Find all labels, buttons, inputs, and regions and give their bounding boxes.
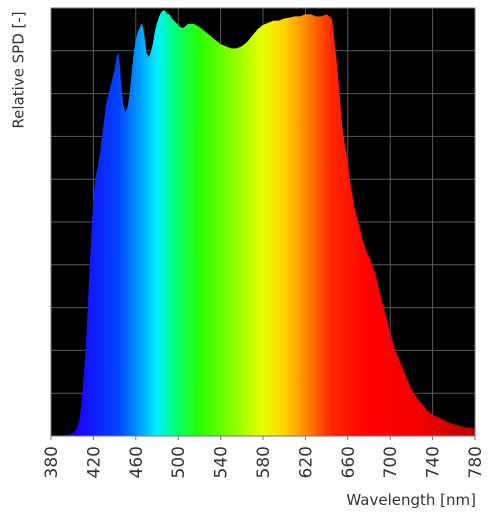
x-tick-label: 620 xyxy=(296,446,316,478)
x-tick-label: 700 xyxy=(381,446,401,478)
x-axis-label: Wavelength [nm] xyxy=(346,491,476,509)
x-tick-label: 500 xyxy=(169,446,189,478)
spectrum-area xyxy=(51,10,475,436)
x-tick-label: 780 xyxy=(466,446,486,478)
x-tick-label: 460 xyxy=(127,446,147,478)
x-axis-ticks: 380 420 460 500 540 580 620 660 700 740 780 xyxy=(42,436,486,478)
y-axis-label: Relative SPD [-] xyxy=(10,11,28,128)
x-tick-label: 740 xyxy=(424,446,444,478)
x-tick-label: 660 xyxy=(339,446,359,478)
x-tick-label: 580 xyxy=(254,446,274,478)
x-tick-label: 420 xyxy=(84,446,104,478)
x-tick-label: 380 xyxy=(42,446,62,478)
x-tick-label: 540 xyxy=(212,446,232,478)
